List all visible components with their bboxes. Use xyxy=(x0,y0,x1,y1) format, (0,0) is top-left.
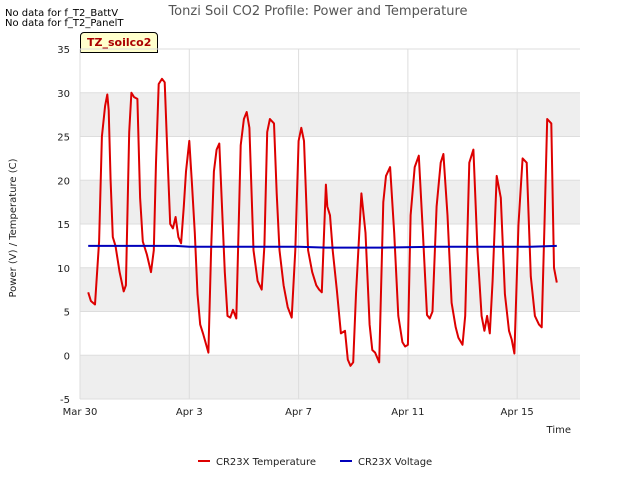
x-tick-label: Apr 11 xyxy=(391,407,424,418)
y-tick-label: 30 xyxy=(57,89,70,100)
series-line-temperature xyxy=(87,77,558,367)
chart-title: Tonzi Soil CO2 Profile: Power and Temper… xyxy=(167,4,467,19)
x-tick-label: Apr 15 xyxy=(501,407,534,418)
y-tick-label: 0 xyxy=(64,351,70,362)
x-tick-label: Apr 3 xyxy=(176,407,203,418)
x-axis-label: Time xyxy=(546,425,571,436)
legend-label: CR23X Voltage xyxy=(358,457,432,468)
y-tick-label: 15 xyxy=(57,220,70,231)
y-axis-label: Power (V) / Temperature (C) xyxy=(8,158,19,297)
y-tick-label: 10 xyxy=(57,264,70,275)
background-band xyxy=(80,355,580,399)
background-band xyxy=(80,267,580,312)
no-data-panelt: No data for f_T2_PanelT xyxy=(5,18,124,29)
plot-area: -5 0 5 10 15 20 25 30 35 Mar 30 Apr 3 Apr 7 Apr 11 A… xyxy=(57,45,580,418)
legend: CR23X Temperature CR23X Voltage xyxy=(198,457,432,468)
legend-label: CR23X Temperature xyxy=(216,457,316,468)
y-tick-label: 20 xyxy=(57,176,70,187)
background-band xyxy=(80,92,580,137)
y-tick-label: 5 xyxy=(64,308,70,319)
y-tick-label: -5 xyxy=(60,395,70,406)
no-data-battv: No data for f_T2_BattV xyxy=(5,8,119,19)
site-badge: TZ_soilco2 xyxy=(80,32,159,53)
y-tick-label: 35 xyxy=(57,45,70,56)
x-tick-label: Apr 7 xyxy=(285,407,312,418)
x-tick-label: Mar 30 xyxy=(63,407,98,418)
y-tick-label: 25 xyxy=(57,133,70,144)
series-line-voltage xyxy=(88,244,557,249)
